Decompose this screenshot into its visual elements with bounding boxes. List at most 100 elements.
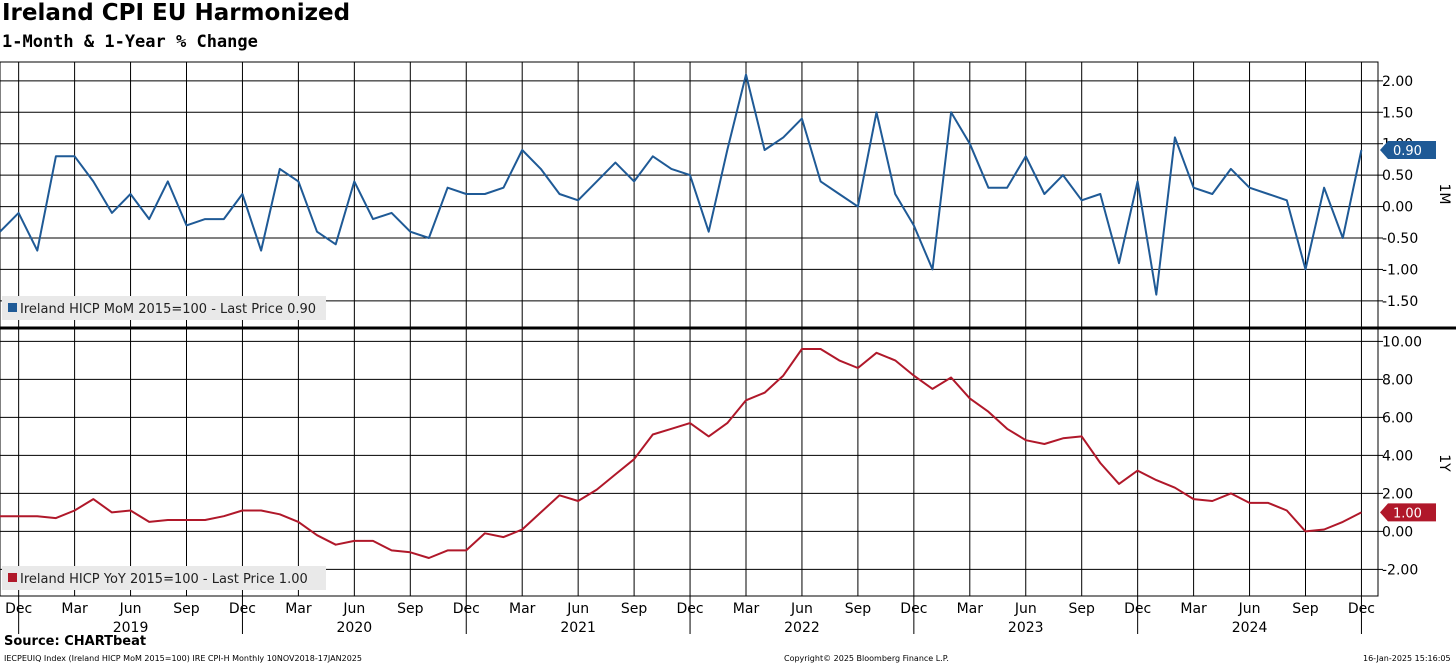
data-point-mom <box>222 218 225 221</box>
data-point-yoy <box>745 399 748 402</box>
xtick-label-month: Jun <box>119 601 142 617</box>
ytick-label-mom: -1.00 <box>1382 262 1418 278</box>
data-point-yoy <box>372 539 375 542</box>
data-point-mom <box>1360 149 1363 152</box>
data-point-mom <box>1024 155 1027 158</box>
data-point-yoy <box>1024 439 1027 442</box>
data-point-mom <box>1043 193 1046 196</box>
data-point-mom <box>651 155 654 158</box>
xtick-label-month: Jun <box>1238 601 1261 617</box>
data-point-yoy <box>1267 501 1270 504</box>
data-point-yoy <box>595 488 598 491</box>
data-point-mom <box>36 249 39 252</box>
data-point-yoy <box>17 515 20 518</box>
data-point-mom <box>129 193 132 196</box>
ytick-label-mom: 0.00 <box>1382 200 1413 216</box>
ytick-label-mom: -0.50 <box>1382 231 1418 247</box>
data-point-mom <box>1099 193 1102 196</box>
xtick-label-month: Jun <box>790 601 813 617</box>
xtick-label-year: 2024 <box>1232 620 1268 636</box>
data-point-mom <box>968 142 971 145</box>
data-point-yoy <box>577 500 580 503</box>
xtick-label-month: Sep <box>397 601 424 617</box>
xtick-label-month: Sep <box>1292 601 1319 617</box>
data-point-mom <box>334 243 337 246</box>
legend-mom: Ireland HICP MoM 2015=100 - Last Price 0… <box>2 296 326 320</box>
data-point-mom <box>316 230 319 233</box>
data-point-yoy <box>931 387 934 390</box>
data-point-yoy <box>409 551 412 554</box>
data-point-mom <box>1267 193 1270 196</box>
data-point-yoy <box>483 532 486 535</box>
ytick-label-yoy: -2.00 <box>1382 562 1418 578</box>
data-point-mom <box>73 155 76 158</box>
data-point-mom <box>204 218 207 221</box>
data-point-mom <box>502 186 505 189</box>
data-point-mom <box>931 268 934 271</box>
data-point-yoy <box>334 543 337 546</box>
ytick-label-mom: -1.50 <box>1382 294 1418 310</box>
data-point-yoy <box>689 422 692 425</box>
data-point-yoy <box>1043 443 1046 446</box>
xtick-label-month: Sep <box>1069 601 1096 617</box>
series-line-yoy <box>0 348 1362 559</box>
data-point-mom <box>1341 237 1344 240</box>
ytick-label-yoy: 8.00 <box>1382 372 1413 388</box>
data-point-mom <box>390 211 393 214</box>
data-point-yoy <box>1080 435 1083 438</box>
legend-label: Ireland HICP YoY 2015=100 - Last Price 1… <box>20 572 308 587</box>
xtick-label-year: 2023 <box>1008 620 1044 636</box>
data-point-yoy <box>148 520 151 523</box>
xtick-label-month: Mar <box>61 601 88 617</box>
data-point-mom <box>1323 186 1326 189</box>
data-point-yoy <box>1062 437 1065 440</box>
data-point-mom <box>1155 293 1158 296</box>
data-point-mom <box>950 111 953 114</box>
xtick-label-month: Sep <box>621 601 648 617</box>
chart-subtitle: 1-Month & 1-Year % Change <box>2 32 258 52</box>
data-point-mom <box>297 180 300 183</box>
data-point-mom <box>912 224 915 227</box>
data-point-mom <box>521 149 524 152</box>
data-point-yoy <box>1229 492 1232 495</box>
ytick-label-mom: 1.50 <box>1382 105 1413 121</box>
data-point-yoy <box>427 557 430 560</box>
data-point-mom <box>726 149 729 152</box>
xtick-label-month: Jun <box>1014 601 1037 617</box>
data-point-mom <box>1192 186 1195 189</box>
data-point-yoy <box>278 513 281 516</box>
data-point-mom <box>278 167 281 170</box>
source-note: Source: CHARTbeat <box>4 634 147 649</box>
data-point-mom <box>633 180 636 183</box>
data-point-yoy <box>92 498 95 501</box>
data-point-yoy <box>110 511 113 514</box>
data-point-yoy <box>1323 528 1326 531</box>
data-point-mom <box>1285 199 1288 202</box>
ytick-label-yoy: 4.00 <box>1382 448 1413 464</box>
last-price-tag-label: 1.00 <box>1393 506 1422 521</box>
data-point-yoy <box>633 458 636 461</box>
data-point-mom <box>800 117 803 120</box>
data-point-mom <box>409 230 412 233</box>
data-point-mom <box>763 149 766 152</box>
data-point-mom <box>185 224 188 227</box>
data-point-yoy <box>1136 469 1139 472</box>
data-point-yoy <box>558 494 561 497</box>
panel-label-mom: 1M <box>1436 184 1452 205</box>
data-point-yoy <box>763 391 766 394</box>
legend-yoy: Ireland HICP YoY 2015=100 - Last Price 1… <box>2 566 326 590</box>
legend-swatch <box>8 303 17 312</box>
data-point-yoy <box>707 435 710 438</box>
data-point-mom <box>595 180 598 183</box>
data-point-mom <box>17 211 20 214</box>
data-point-mom <box>1229 167 1232 170</box>
axis-layer: 2.00 1.50 1.00 0.50 0.00 -0.50 -1.00 -1.50 0.90 1… <box>2 74 1452 636</box>
data-point-mom <box>110 211 113 214</box>
data-point-mom <box>1118 262 1121 265</box>
data-point-yoy <box>241 509 244 512</box>
legend-label: Ireland HICP MoM 2015=100 - Last Price 0… <box>20 302 316 317</box>
data-point-mom <box>1062 174 1065 177</box>
data-point-mom <box>689 174 692 177</box>
data-point-yoy <box>1304 530 1307 533</box>
data-point-yoy <box>260 509 263 512</box>
